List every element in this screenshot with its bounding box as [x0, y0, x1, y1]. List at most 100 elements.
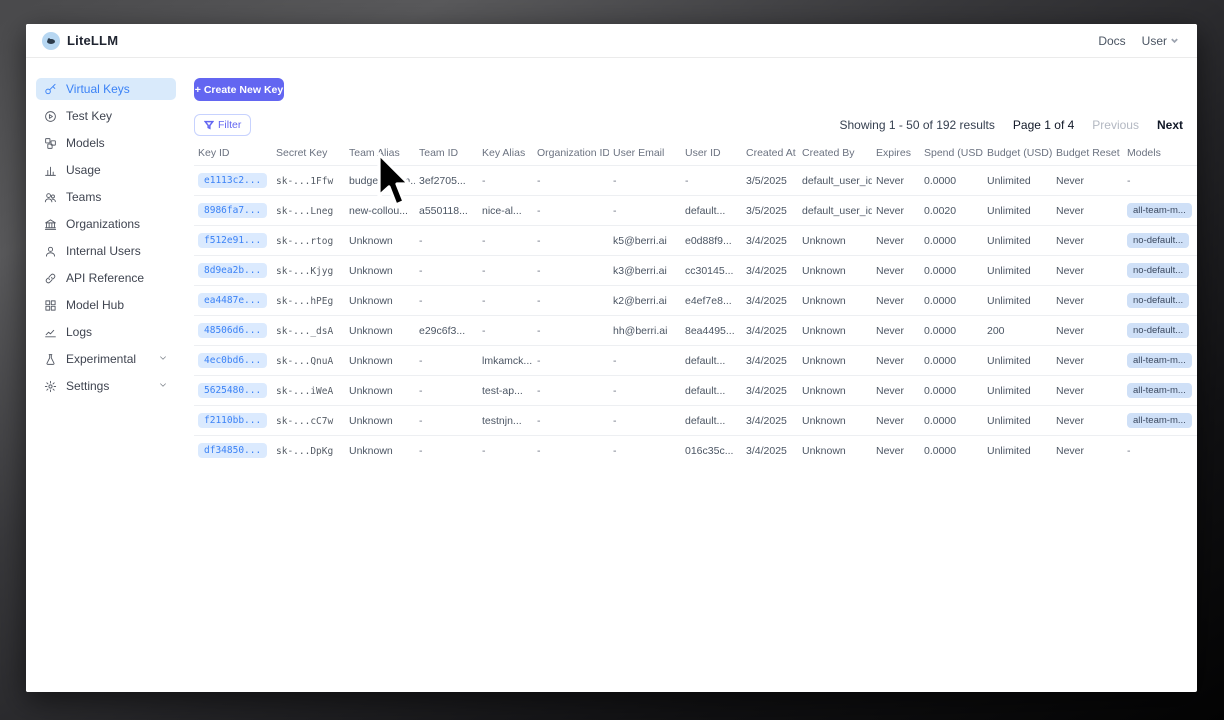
cell-user-id: default...	[681, 405, 742, 436]
key-id-pill[interactable]: 4ec0bd6...	[198, 353, 268, 368]
column-header-budget-reset: Budget Reset	[1056, 147, 1120, 159]
cell-models: no-default...	[1123, 255, 1197, 286]
cell-budget-reset: Never	[1052, 255, 1123, 286]
cell-expires: Never	[872, 285, 920, 316]
sidebar-nav: Virtual Keys Test Key Models Usage Teams Orga…	[26, 58, 186, 692]
next-page-button[interactable]: Next	[1156, 118, 1183, 132]
cell-created-by: Unknown	[798, 435, 872, 462]
cell-created-by: Unknown	[798, 345, 872, 376]
cell-created-at: 3/4/2025	[742, 225, 798, 256]
column-header-secret-key: Secret Key	[276, 147, 328, 159]
sidebar-item-internal-users[interactable]: Internal Users	[36, 240, 176, 262]
table-row: 5625480... sk-...iWeA Unknown - test-ap... - -…	[194, 375, 1197, 406]
cell-org-id: -	[533, 345, 609, 376]
cell-created-at: 3/5/2025	[742, 195, 798, 226]
cell-key-id: 8d9ea2b...	[194, 255, 272, 286]
cell-team-alias: Unknown	[345, 255, 415, 286]
sidebar-item-usage[interactable]: Usage	[36, 159, 176, 181]
cell-user-id: e0d88f9...	[681, 225, 742, 256]
cell-key-id: 8986fa7...	[194, 195, 272, 226]
key-id-pill[interactable]: 8d9ea2b...	[198, 263, 268, 278]
column-header-created-by: Created By	[802, 147, 855, 159]
sidebar-item-label: Experimental	[66, 352, 137, 366]
cell-spend: 0.0000	[920, 375, 983, 406]
models-pill: all-team-m...	[1127, 413, 1192, 428]
cell-team-alias: Unknown	[345, 225, 415, 256]
key-id-pill[interactable]: f2110bb...	[198, 413, 268, 428]
results-count: Showing 1 - 50 of 192 results	[839, 118, 995, 132]
sidebar-item-organizations[interactable]: Organizations	[36, 213, 176, 235]
cell-budget-reset: Never	[1052, 225, 1123, 256]
cell-user-id: -	[681, 165, 742, 196]
sidebar-item-models[interactable]: Models	[36, 132, 176, 154]
cell-user-id: 016c35c...	[681, 435, 742, 462]
key-id-pill[interactable]: ea4487e...	[198, 293, 268, 308]
sidebar-item-model-hub[interactable]: Model Hub	[36, 294, 176, 316]
cell-budget-reset: Never	[1052, 315, 1123, 346]
cell-team-id: -	[415, 285, 478, 316]
key-id-pill[interactable]: e1113c2...	[198, 173, 268, 188]
models-pill: no-default...	[1127, 233, 1190, 248]
sidebar-item-settings[interactable]: Settings	[36, 375, 176, 397]
cell-org-id: -	[533, 405, 609, 436]
cell-team-alias: Unknown	[345, 315, 415, 346]
key-id-pill[interactable]: 48506d6...	[198, 323, 268, 338]
sidebar-item-teams[interactable]: Teams	[36, 186, 176, 208]
cell-org-id: -	[533, 195, 609, 226]
models-icon	[45, 137, 56, 149]
sidebar-item-virtual-keys[interactable]: Virtual Keys	[36, 78, 176, 100]
cell-key-alias: lmkamck...	[478, 345, 533, 376]
cell-org-id: -	[533, 315, 609, 346]
column-header-organization-id: Organization ID	[537, 147, 609, 159]
cell-expires: Never	[872, 255, 920, 286]
cell-created-by: Unknown	[798, 315, 872, 346]
create-new-key-button[interactable]: + Create New Key	[194, 78, 284, 101]
sidebar-item-test-key[interactable]: Test Key	[36, 105, 176, 127]
sidebar-item-api-reference[interactable]: API Reference	[36, 267, 176, 289]
cell-spend: 0.0000	[920, 285, 983, 316]
cell-key-id: 4ec0bd6...	[194, 345, 272, 376]
cell-user-email: k3@berri.ai	[609, 255, 681, 286]
cell-user-email: -	[609, 345, 681, 376]
cell-budget-reset: Never	[1052, 285, 1123, 316]
cell-created-by: Unknown	[798, 225, 872, 256]
cell-team-id: -	[415, 435, 478, 462]
cell-secret-key: sk-...Lneg	[272, 195, 345, 226]
cell-user-email: k5@berri.ai	[609, 225, 681, 256]
models-pill: no-default...	[1127, 323, 1190, 338]
bar-chart-icon	[45, 166, 56, 176]
cell-secret-key: sk-...1Ffw	[272, 165, 345, 196]
column-header-created-at: Created At	[746, 147, 796, 159]
table-header-row: Key ID Secret Key Team Alias Team ID Key Ali…	[194, 144, 1197, 166]
table-row: 8986fa7... sk-...Lneg new-collou... a550118…	[194, 195, 1197, 226]
cell-expires: Never	[872, 225, 920, 256]
sidebar-item-logs[interactable]: Logs	[36, 321, 176, 343]
key-id-pill[interactable]: 8986fa7...	[198, 203, 268, 218]
docs-link[interactable]: Docs	[1098, 33, 1126, 48]
cell-budget: Unlimited	[983, 375, 1052, 406]
cell-org-id: -	[533, 255, 609, 286]
sidebar-item-label: API Reference	[66, 271, 145, 285]
cell-team-id: -	[415, 375, 478, 406]
cell-created-by: Unknown	[798, 375, 872, 406]
pagination: Showing 1 - 50 of 192 results Page 1 of …	[839, 118, 1183, 132]
cell-spend: 0.0000	[920, 165, 983, 196]
key-id-pill[interactable]: f512e91...	[198, 233, 268, 248]
key-id-pill[interactable]: df34850...	[198, 443, 268, 458]
key-id-pill[interactable]: 5625480...	[198, 383, 268, 398]
cell-models: all-team-m...	[1123, 345, 1197, 376]
models-pill: all-team-m...	[1127, 203, 1192, 218]
user-menu[interactable]: User	[1142, 34, 1179, 48]
sidebar-item-experimental[interactable]: Experimental	[36, 348, 176, 370]
user-icon	[45, 246, 56, 257]
previous-page-button[interactable]: Previous	[1092, 118, 1139, 132]
filter-button[interactable]: Filter	[194, 114, 252, 136]
cell-budget: Unlimited	[983, 435, 1052, 462]
models-pill: all-team-m...	[1127, 383, 1192, 398]
cell-org-id: -	[533, 285, 609, 316]
app-window: LiteLLM Docs User Virtual Keys Test Key Mo…	[26, 24, 1197, 692]
cell-user-email: -	[609, 435, 681, 462]
column-header-spend-usd-: Spend (USD)	[924, 147, 983, 159]
cell-key-alias: -	[478, 225, 533, 256]
column-header-team-alias: Team Alias	[349, 147, 400, 159]
